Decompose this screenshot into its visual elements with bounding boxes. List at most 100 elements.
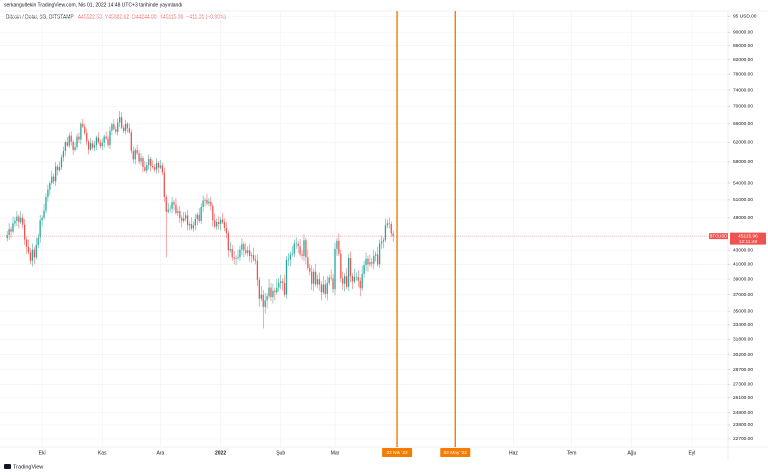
candle-body <box>159 165 162 168</box>
y-tick-label: 78000.00 <box>733 72 753 78</box>
candle-body <box>305 240 307 258</box>
candle-body <box>186 215 189 226</box>
y-tick-label: 37000.00 <box>733 292 753 298</box>
candle-body <box>175 204 177 213</box>
logo-text: TradingView <box>13 464 43 470</box>
candle-body <box>132 150 134 160</box>
candle-body <box>117 122 119 132</box>
candle-body <box>82 123 84 127</box>
candle-body <box>27 246 30 253</box>
candle-body <box>289 254 292 260</box>
candle-body <box>243 244 245 251</box>
candles <box>6 111 394 329</box>
y-tick-label: 41000.00 <box>733 262 753 268</box>
y-tick-label: 23800.00 <box>733 422 753 428</box>
x-tick-label: Kas <box>98 450 107 456</box>
candle-body <box>318 279 321 285</box>
candle-body <box>23 224 26 240</box>
candle-body <box>297 243 299 247</box>
vertical-line-label: 02 May '22 <box>444 450 468 456</box>
candle-body <box>219 219 222 225</box>
candle-body <box>153 167 156 170</box>
candle-body <box>45 197 47 211</box>
candle-body <box>136 149 138 154</box>
candle-body <box>76 136 78 148</box>
y-tick-label: 39000.00 <box>733 276 753 282</box>
y-tick-label: 66000.00 <box>733 121 753 127</box>
candle-body <box>8 229 10 235</box>
candle-body <box>258 279 260 299</box>
candle-body <box>204 199 206 201</box>
candle-body <box>25 239 28 247</box>
candle-body <box>146 165 148 171</box>
candle-body <box>361 273 363 289</box>
candle-body <box>254 259 257 261</box>
candle-body <box>206 199 208 204</box>
candle-body <box>103 136 105 143</box>
y-tick-label: 51000.00 <box>733 197 753 203</box>
ohlc-low: D44244.00 <box>132 14 157 20</box>
price-badge <box>730 232 766 245</box>
candle-body <box>99 142 101 147</box>
candle-body <box>349 257 352 277</box>
candle-body <box>311 271 313 284</box>
candle-body <box>179 211 181 218</box>
candle-body <box>194 219 196 226</box>
candle-body <box>29 252 32 261</box>
candle-body <box>200 206 202 221</box>
candle-body <box>93 145 96 148</box>
vertical-line-badge <box>382 448 413 457</box>
y-tick-label: 82000.00 <box>733 57 753 63</box>
candle-body <box>386 223 389 226</box>
vertical-line-label: 02 Nis '22 <box>386 450 408 456</box>
y-tick-label: 70000.00 <box>733 104 753 110</box>
x-tick-label: Mar <box>331 450 340 456</box>
x-tick-label: 2022 <box>215 450 226 456</box>
candle-body <box>239 249 241 258</box>
x-tick-label: Haz <box>509 450 518 456</box>
candle-body <box>336 240 338 249</box>
candle-body <box>237 257 239 258</box>
candle-body <box>41 217 43 221</box>
candle-body <box>91 143 94 148</box>
candle-body <box>355 276 357 278</box>
y-tick-label: 26100.00 <box>733 395 753 401</box>
candle-body <box>86 132 88 142</box>
candle-body <box>14 220 16 224</box>
candle-body <box>324 284 326 294</box>
candle-body <box>278 282 280 288</box>
y-tick-label: 62000.00 <box>733 140 753 146</box>
symbol: Bitcoin / Dolar, 1G, BITSTAMP <box>6 14 74 20</box>
published-note: serkangultekin TradingView.com, Nis 01, … <box>4 2 182 8</box>
x-tick-label: Ara <box>157 450 165 456</box>
x-tick-label: Eki <box>39 450 46 456</box>
y-tick-label: 90000.00 <box>733 29 753 35</box>
candle-body <box>223 222 226 228</box>
candle-body <box>340 253 342 279</box>
candle-body <box>155 162 158 170</box>
candle-body <box>359 280 361 289</box>
y-tick-label: 74000.00 <box>733 87 753 93</box>
candle-body <box>130 132 132 151</box>
candle-body <box>363 265 365 274</box>
candle-body <box>280 281 282 283</box>
candle-body <box>344 276 346 284</box>
candle-body <box>229 248 231 251</box>
candle-body <box>80 123 82 140</box>
candle-body <box>37 237 39 245</box>
candle-body <box>367 258 369 265</box>
candle-body <box>373 255 375 264</box>
candle-body <box>66 142 68 146</box>
candle-body <box>287 259 290 261</box>
candle-body <box>43 210 45 218</box>
candle-body <box>95 137 98 146</box>
candle-body <box>235 257 237 259</box>
candle-body <box>70 135 72 142</box>
candle-body <box>334 248 336 290</box>
y-tick-label: 54000.00 <box>733 180 753 186</box>
candle-body <box>115 129 117 132</box>
candle-body <box>138 153 140 162</box>
y-tick-label: 58000.00 <box>733 159 753 165</box>
candle-body <box>330 277 332 279</box>
